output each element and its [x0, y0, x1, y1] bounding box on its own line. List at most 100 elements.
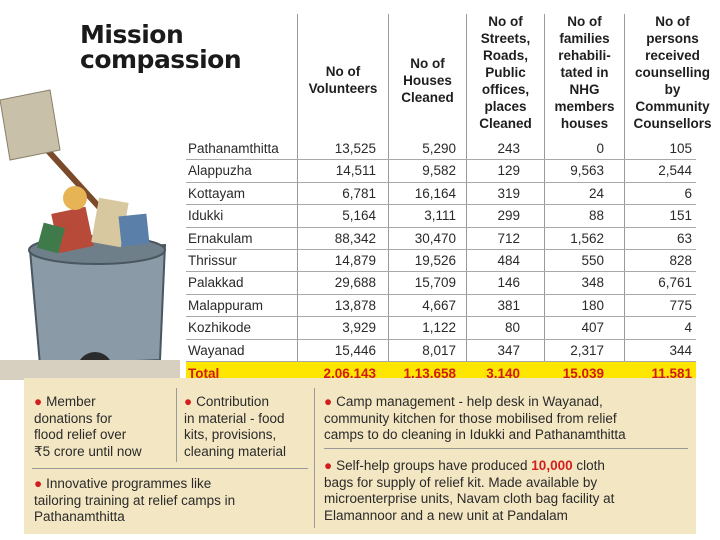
counselling-value: 63 — [676, 230, 692, 246]
houses-value: 1,122 — [422, 320, 456, 336]
highlight-figure: 10,000 — [531, 458, 573, 473]
notes-divider — [32, 468, 308, 469]
volunteers-value: 13,525 — [334, 141, 376, 156]
counselling-value: 151 — [669, 208, 692, 224]
counselling-value: 344 — [669, 342, 692, 358]
houses-value: 30,470 — [414, 230, 456, 246]
table-row: Alappuzha 14,511 9,582 129 9,563 2,544 — [186, 160, 696, 183]
data-table: Pathanamthitta 13,525 5,290 243 0 105 Al… — [186, 138, 696, 385]
streets-value: 347 — [497, 342, 520, 358]
table-row: Palakkad 29,688 15,709 146 348 6,761 — [186, 272, 696, 295]
district-name: Malappuram — [188, 297, 264, 313]
table-row: Malappuram 13,878 4,667 381 180 775 — [186, 295, 696, 318]
bullet-icon: ● — [184, 394, 193, 409]
district-name: Kozhikode — [188, 320, 252, 336]
total-volunteers: 2,06,143 — [323, 365, 376, 381]
streets-value: 381 — [497, 297, 520, 313]
note-innovative: ● Innovative programmes like tailoring tr… — [34, 476, 236, 524]
streets-value: 299 — [497, 208, 520, 224]
bullet-icon: ● — [324, 458, 333, 473]
volunteers-value: 14,879 — [334, 252, 376, 268]
houses-value: 8,017 — [422, 342, 456, 358]
notes-divider — [314, 388, 315, 528]
houses-value: 15,709 — [414, 275, 456, 291]
volunteers-value: 14,511 — [335, 163, 376, 179]
total-counselling: 11,581 — [651, 365, 692, 381]
note-contribution: ● Contribution in material - food kits, p… — [184, 394, 287, 459]
volunteers-value: 3,929 — [342, 320, 376, 336]
streets-value: 243 — [497, 141, 520, 156]
infographic-title: Mission compassion — [80, 20, 242, 74]
district-name: Pathanamthitta — [188, 141, 279, 156]
district-name: Ernakulam — [188, 230, 253, 246]
families-value: 0 — [596, 141, 604, 156]
counselling-value: 105 — [669, 141, 692, 156]
houses-value: 4,667 — [422, 297, 456, 313]
volunteers-value: 6,781 — [342, 185, 376, 201]
total-families: 15,039 — [562, 365, 604, 381]
volunteers-value: 88,342 — [334, 230, 376, 246]
counselling-value: 2,544 — [658, 163, 692, 179]
streets-value: 80 — [504, 320, 520, 336]
total-streets: 3,140 — [486, 365, 520, 381]
header-streets-cleaned: No of Streets, Roads, Public offices, pl… — [479, 13, 532, 131]
volunteers-value: 13,878 — [334, 297, 376, 313]
streets-value: 712 — [497, 230, 520, 246]
counselling-value: 775 — [669, 297, 692, 313]
title-line-2: compassion — [80, 45, 242, 74]
district-name: Idukki — [188, 208, 224, 224]
families-value: 180 — [581, 297, 604, 313]
bullet-icon: ● — [34, 394, 43, 409]
houses-value: 16,164 — [414, 185, 456, 201]
district-name: Palakkad — [188, 275, 244, 291]
notes-divider — [176, 388, 177, 462]
cleaning-illustration — [0, 89, 180, 380]
table-row: Ernakulam 88,342 30,470 712 1,562 63 — [186, 228, 696, 250]
title-line-1: Mission — [80, 20, 184, 49]
total-label: Total — [188, 365, 220, 381]
families-value: 88 — [588, 208, 604, 224]
district-name: Kottayam — [188, 185, 246, 201]
houses-value: 3,111 — [424, 208, 456, 224]
table-row: Thrissur 14,879 19,526 484 550 828 — [186, 250, 696, 273]
families-value: 1,562 — [570, 230, 604, 246]
note-camp-management: ● Camp management - help desk in Wayanad,… — [324, 394, 626, 442]
header-families-rehabilitated: No of families rehabili- tated in NHG me… — [554, 13, 615, 131]
header-volunteers: No of Volunteers — [308, 64, 378, 96]
table-row: Idukki 5,164 3,111 299 88 151 — [186, 205, 696, 228]
families-value: 9,563 — [570, 163, 604, 179]
families-value: 348 — [581, 275, 604, 291]
table-row: Pathanamthitta 13,525 5,290 243 0 105 — [186, 138, 696, 161]
counselling-value: 6 — [684, 185, 692, 201]
streets-value: 484 — [497, 252, 520, 268]
families-value: 24 — [588, 185, 604, 201]
notes-panel: ● Member donations for flood relief over … — [24, 378, 696, 534]
houses-value: 19,526 — [414, 252, 456, 268]
notes-divider — [324, 448, 688, 449]
houses-value: 5,290 — [422, 141, 456, 156]
houses-value: 9,582 — [422, 163, 456, 179]
families-value: 2,317 — [570, 342, 604, 358]
families-value: 407 — [581, 320, 604, 336]
families-value: 550 — [581, 252, 604, 268]
header-houses-cleaned: No of Houses Cleaned — [401, 55, 454, 105]
streets-value: 319 — [497, 185, 520, 201]
volunteers-value: 29,688 — [334, 275, 376, 291]
volunteers-value: 15,446 — [334, 342, 376, 358]
table-row: Wayanad 15,446 8,017 347 2,317 344 — [186, 340, 696, 362]
counselling-value: 6,761 — [658, 275, 692, 291]
district-name: Thrissur — [188, 252, 237, 268]
table-row: Kottayam 6,781 16,164 319 24 6 — [186, 183, 696, 206]
volunteers-value: 5,164 — [342, 208, 376, 224]
note-self-help-groups: ● Self-help groups have produced 10,000 c… — [324, 458, 615, 523]
counselling-value: 4 — [684, 320, 692, 336]
bullet-icon: ● — [34, 476, 43, 491]
bullet-icon: ● — [324, 394, 333, 409]
total-houses: 1,13,658 — [403, 365, 456, 381]
note-member-donations: ● Member donations for flood relief over … — [34, 394, 142, 459]
streets-value: 129 — [497, 163, 520, 179]
district-name: Alappuzha — [188, 163, 252, 179]
header-persons-counselled: No of persons received counselling by Co… — [633, 13, 712, 131]
counselling-value: 828 — [669, 252, 692, 268]
